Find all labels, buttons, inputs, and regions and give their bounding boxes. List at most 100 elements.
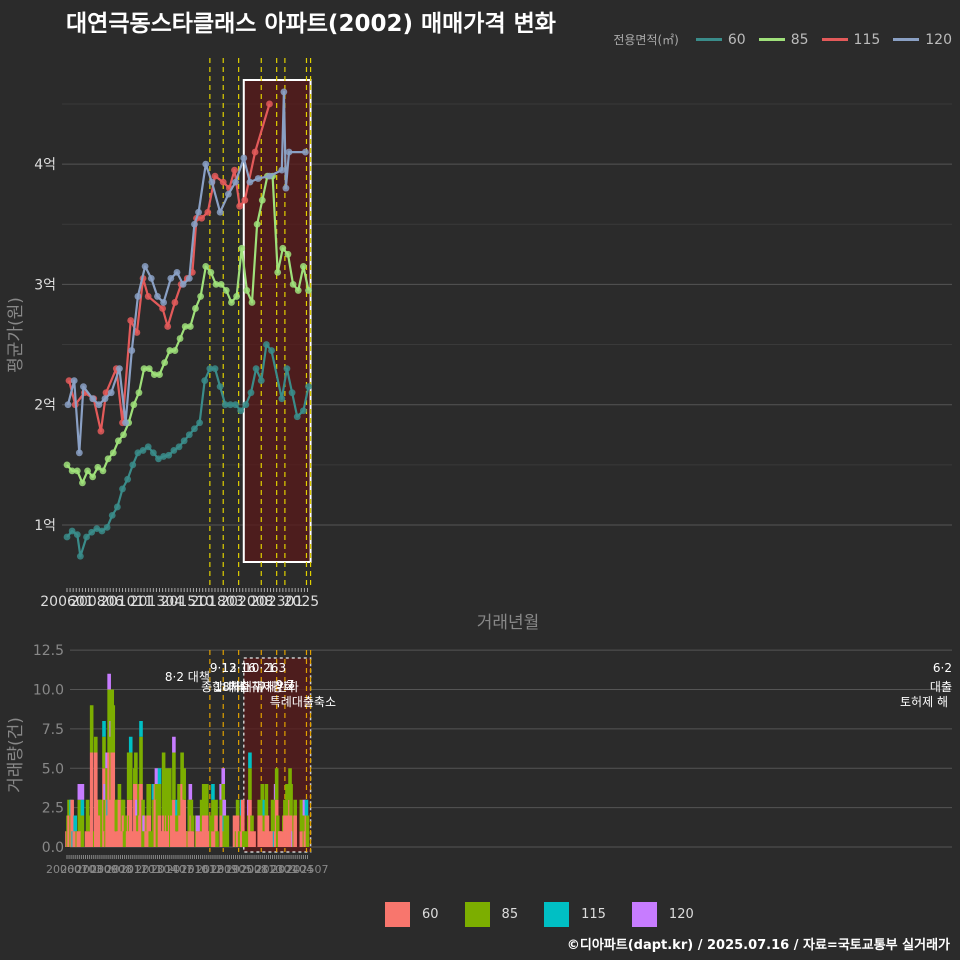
volume-bar-85	[257, 799, 261, 816]
volume-bar-115	[157, 768, 162, 784]
data-point-60	[262, 341, 270, 348]
policy-label: 특례대출축소	[270, 695, 336, 709]
volume-bar-60	[73, 831, 78, 847]
volume-bar-120	[221, 768, 226, 784]
data-point-60	[206, 365, 214, 373]
data-point-115	[97, 427, 105, 435]
volume-bar-85	[98, 799, 102, 816]
volume-bar-85	[123, 815, 128, 847]
volume-bar-120	[103, 784, 107, 800]
data-point-120	[80, 383, 87, 391]
data-point-85	[84, 467, 91, 475]
volume-bar-85	[121, 799, 126, 816]
volume-bar-85	[154, 784, 159, 800]
legend-title: 전용면적(㎡)	[613, 33, 679, 47]
volume-bar-120	[105, 752, 109, 769]
data-point-60	[227, 401, 234, 409]
bar-legend-60: 60	[385, 902, 439, 927]
data-point-120	[147, 274, 155, 282]
volume-bar-60	[184, 831, 189, 847]
data-point-85	[63, 461, 71, 469]
top-x-tick-label: 201304	[130, 594, 184, 610]
data-point-85	[73, 467, 81, 475]
data-point-120	[173, 268, 181, 276]
data-point-85	[130, 401, 138, 409]
data-point-120	[101, 395, 109, 403]
volume-bar-85	[107, 689, 111, 753]
data-point-60	[201, 377, 209, 385]
volume-bar-85	[204, 784, 209, 816]
volume-bar-60	[250, 831, 254, 847]
volume-bar-120	[135, 799, 139, 816]
volume-bar-60	[289, 815, 293, 847]
volume-bar-60	[128, 799, 133, 847]
volume-bar-85	[180, 752, 184, 784]
volume-bar-60	[293, 815, 297, 847]
bottom-y-tick-label: 5.0	[42, 761, 64, 777]
data-point-85	[238, 244, 246, 252]
volume-bar-85	[175, 815, 179, 832]
data-point-60	[196, 419, 203, 427]
top-x-tick-label: 200601	[40, 594, 93, 610]
data-point-60	[175, 443, 183, 451]
data-point-85	[248, 299, 256, 306]
bottom-y-tick-label: 12.5	[33, 643, 64, 659]
data-point-85	[89, 473, 97, 481]
volume-bar-85	[190, 815, 195, 832]
top-x-axis-label: 거래년월	[477, 613, 540, 633]
volume-bar-85	[264, 784, 269, 816]
volume-bar-85	[134, 752, 138, 784]
data-point-60	[139, 447, 147, 454]
volume-bar-115	[175, 799, 179, 816]
bottom-x-tick-label: 202507	[287, 863, 329, 876]
data-point-120	[232, 178, 239, 186]
policy-label: 10·26	[244, 661, 278, 675]
bottom-y-tick-label: 7.5	[42, 722, 64, 738]
data-point-60	[165, 451, 173, 459]
volume-bar-60	[197, 831, 202, 847]
data-point-120	[89, 395, 97, 403]
volume-bar-85	[270, 799, 275, 832]
data-point-85	[233, 293, 240, 300]
data-point-60	[185, 431, 193, 439]
volume-bar-115	[128, 736, 133, 753]
volume-bar-85	[126, 752, 131, 800]
volume-bar-85	[85, 799, 90, 832]
volume-bar-60	[70, 799, 74, 847]
bar-legend-85: 85	[464, 902, 518, 927]
bottom-y-tick-label: 2.5	[42, 801, 64, 817]
data-point-115	[127, 317, 135, 324]
volume-bar-85	[211, 799, 215, 832]
data-point-85	[212, 281, 220, 288]
policy-label: 대출규제강화	[228, 680, 294, 694]
volume-bar-115	[80, 799, 85, 816]
volume-bar-60	[207, 831, 211, 847]
bottom-x-tick-label: 202404	[271, 863, 313, 876]
volume-bar-60	[165, 831, 170, 847]
data-point-60	[180, 437, 188, 445]
volume-bar-120	[107, 673, 111, 690]
bottom-x-tick-label: 202301	[256, 863, 298, 876]
top-x-tick-label: 2025	[284, 594, 320, 610]
data-point-60	[216, 383, 224, 391]
data-point-60	[88, 528, 96, 536]
volume-bar-60	[195, 831, 200, 847]
data-point-60	[252, 365, 260, 373]
volume-bar-60	[262, 831, 267, 847]
data-point-60	[305, 383, 312, 391]
policy-label: 종합대책	[201, 679, 245, 694]
volume-bar-85	[67, 799, 71, 816]
volume-bar-60	[201, 815, 206, 847]
data-point-85	[294, 287, 302, 294]
data-point-115	[164, 323, 172, 330]
volume-bar-60	[85, 831, 90, 847]
volume-bar-85	[115, 799, 120, 832]
data-point-120	[208, 178, 216, 186]
volume-bar-85	[262, 815, 267, 832]
data-point-60	[211, 365, 219, 373]
policy-label: 8·2 대책	[165, 669, 210, 684]
volume-bar-85	[223, 815, 228, 847]
data-point-115	[211, 172, 219, 180]
volume-bar-120	[142, 815, 146, 832]
